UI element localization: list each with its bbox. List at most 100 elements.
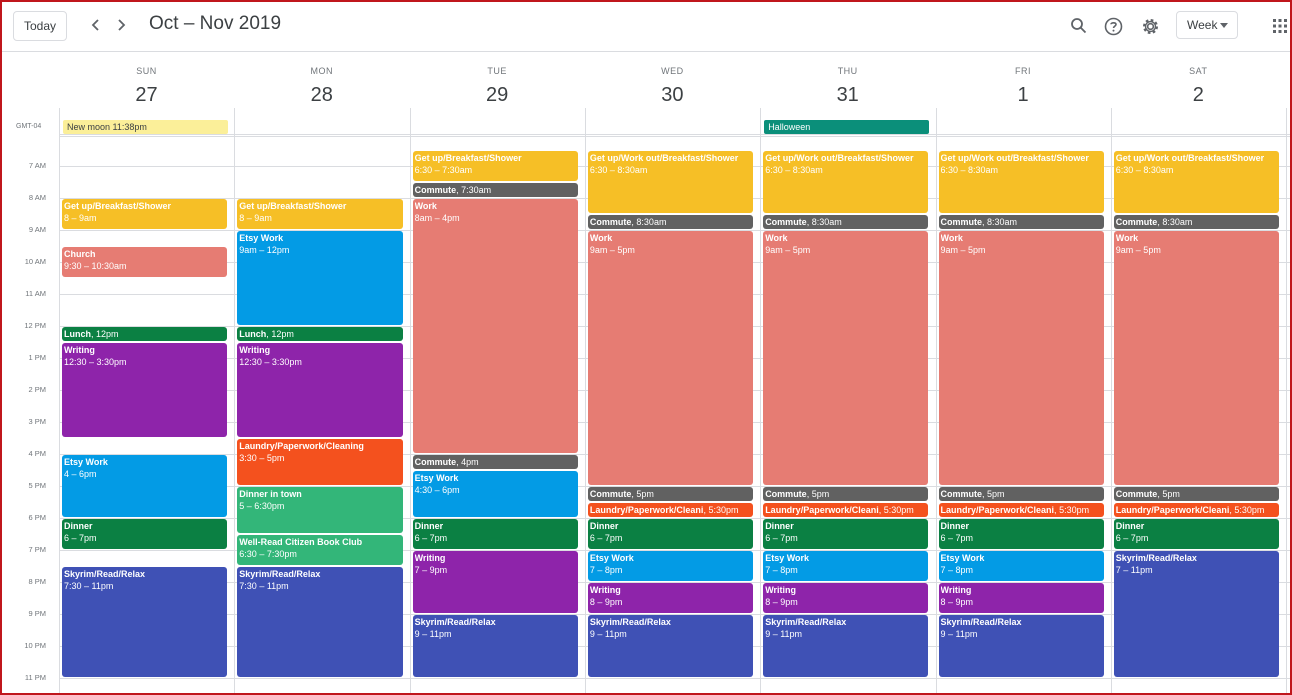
event-etsy-work[interactable]: Etsy Work 7 – 8pm xyxy=(763,551,929,581)
event-lunch[interactable]: Lunch, 12pm xyxy=(237,327,403,341)
event-skyrim-read-relax[interactable]: Skyrim/Read/Relax 7:30 – 11pm xyxy=(62,567,228,677)
event-laundry-paperwork-cleani[interactable]: Laundry/Paperwork/Cleani, 5:30pm xyxy=(1113,503,1280,517)
event-laundry-paperwork-cleaning[interactable]: Laundry/Paperwork/Cleaning 3:30 – 5pm xyxy=(237,439,403,485)
event-time: 4pm xyxy=(461,457,479,467)
day-number[interactable]: 2 xyxy=(1192,84,1204,106)
apps-grid-icon xyxy=(1273,19,1287,33)
event-skyrim-read-relax[interactable]: Skyrim/Read/Relax 9 – 11pm xyxy=(412,615,578,677)
day-header-fri[interactable]: FRI 1 xyxy=(936,52,1111,120)
event-get-up-breakfast-shower[interactable]: Get up/Breakfast/Shower 8 – 9am xyxy=(62,199,228,229)
event-dinner[interactable]: Dinner 6 – 7pm xyxy=(587,519,754,549)
event-skyrim-read-relax[interactable]: Skyrim/Read/Relax 7:30 – 11pm xyxy=(237,567,403,677)
event-get-up-breakfast-shower[interactable]: Get up/Breakfast/Shower 6:30 – 7:30am xyxy=(412,151,578,181)
event-title: Dinner xyxy=(1115,521,1145,531)
event-skyrim-read-relax[interactable]: Skyrim/Read/Relax 9 – 11pm xyxy=(763,615,929,677)
event-writing[interactable]: Writing 8 – 9pm xyxy=(763,583,929,613)
day-header-sat[interactable]: SAT 2 xyxy=(1111,52,1286,120)
event-time: 6:30 – 8:30am xyxy=(765,165,823,175)
event-church[interactable]: Church 9:30 – 10:30am xyxy=(62,247,228,277)
separator: , xyxy=(631,489,637,499)
event-time: 7 – 8pm xyxy=(940,565,974,575)
day-number[interactable]: 27 xyxy=(135,84,158,106)
day-header-sun[interactable]: SUN 27 xyxy=(59,52,234,120)
settings-button[interactable] xyxy=(1137,13,1163,39)
event-commute[interactable]: Commute, 5pm xyxy=(763,487,929,501)
event-etsy-work[interactable]: Etsy Work 4:30 – 6pm xyxy=(412,471,578,517)
timezone-label: GMT-04 xyxy=(16,123,42,130)
day-header-wed[interactable]: WED 30 xyxy=(585,52,760,120)
event-commute[interactable]: Commute, 5pm xyxy=(1113,487,1280,501)
event-time: 12:30 – 3:30pm xyxy=(64,357,127,367)
apps-button[interactable] xyxy=(1267,13,1290,39)
event-skyrim-read-relax[interactable]: Skyrim/Read/Relax 9 – 11pm xyxy=(938,615,1104,677)
event-work[interactable]: Work 9am – 5pm xyxy=(1113,231,1280,485)
event-etsy-work[interactable]: Etsy Work 9am – 12pm xyxy=(237,231,403,325)
next-week-button[interactable] xyxy=(110,14,132,36)
event-work[interactable]: Work 8am – 4pm xyxy=(412,199,578,453)
event-dinner[interactable]: Dinner 6 – 7pm xyxy=(763,519,929,549)
today-button[interactable]: Today xyxy=(13,11,67,41)
event-work[interactable]: Work 9am – 5pm xyxy=(938,231,1104,485)
day-number[interactable]: 1 xyxy=(1017,84,1029,106)
event-writing[interactable]: Writing 12:30 – 3:30pm xyxy=(237,343,403,437)
event-skyrim-read-relax[interactable]: Skyrim/Read/Relax 9 – 11pm xyxy=(587,615,754,677)
hour-gridline xyxy=(59,614,1290,615)
prev-week-button[interactable] xyxy=(85,14,107,36)
view-selector[interactable]: Week xyxy=(1176,11,1238,39)
hour-gridline xyxy=(59,678,1290,679)
search-button[interactable] xyxy=(1066,13,1092,39)
event-commute[interactable]: Commute, 8:30am xyxy=(1113,215,1280,229)
event-time: 6:30 – 8:30am xyxy=(589,165,648,175)
event-commute[interactable]: Commute, 8:30am xyxy=(938,215,1104,229)
event-time: 6 – 7pm xyxy=(589,533,623,543)
separator: , xyxy=(1054,505,1060,515)
event-etsy-work[interactable]: Etsy Work 4 – 6pm xyxy=(62,455,228,517)
event-writing[interactable]: Writing 7 – 9pm xyxy=(412,551,578,613)
event-commute[interactable]: Commute, 7:30am xyxy=(412,183,578,197)
all-day-event[interactable]: Halloween xyxy=(764,120,930,134)
event-dinner[interactable]: Dinner 6 – 7pm xyxy=(938,519,1104,549)
event-get-up-work-out-breakfast-shower[interactable]: Get up/Work out/Breakfast/Shower 6:30 – 8… xyxy=(587,151,754,213)
help-button[interactable] xyxy=(1100,13,1126,39)
event-etsy-work[interactable]: Etsy Work 7 – 8pm xyxy=(938,551,1104,581)
view-selector-label: Week xyxy=(1187,18,1218,32)
event-title: Lunch xyxy=(64,329,91,339)
day-number[interactable]: 31 xyxy=(836,84,859,106)
event-laundry-paperwork-cleani[interactable]: Laundry/Paperwork/Cleani, 5:30pm xyxy=(587,503,754,517)
event-lunch[interactable]: Lunch, 12pm xyxy=(62,327,228,341)
event-commute[interactable]: Commute, 8:30am xyxy=(587,215,754,229)
event-etsy-work[interactable]: Etsy Work 7 – 8pm xyxy=(587,551,754,581)
event-laundry-paperwork-cleani[interactable]: Laundry/Paperwork/Cleani, 5:30pm xyxy=(763,503,929,517)
event-writing[interactable]: Writing 8 – 9pm xyxy=(938,583,1104,613)
event-writing[interactable]: Writing 8 – 9pm xyxy=(587,583,754,613)
event-work[interactable]: Work 9am – 5pm xyxy=(763,231,929,485)
event-get-up-breakfast-shower[interactable]: Get up/Breakfast/Shower 8 – 9am xyxy=(237,199,403,229)
day-number[interactable]: 28 xyxy=(310,84,333,106)
event-writing[interactable]: Writing 12:30 – 3:30pm xyxy=(62,343,228,437)
event-get-up-work-out-breakfast-shower[interactable]: Get up/Work out/Breakfast/Shower 6:30 – 8… xyxy=(938,151,1104,213)
day-number[interactable]: 30 xyxy=(661,84,684,106)
event-get-up-work-out-breakfast-shower[interactable]: Get up/Work out/Breakfast/Shower 6:30 – 8… xyxy=(763,151,929,213)
day-header-tue[interactable]: TUE 29 xyxy=(410,52,585,120)
event-commute[interactable]: Commute, 5pm xyxy=(938,487,1104,501)
event-dinner[interactable]: Dinner 6 – 7pm xyxy=(62,519,228,549)
day-header-mon[interactable]: MON 28 xyxy=(234,52,409,120)
event-skyrim-read-relax[interactable]: Skyrim/Read/Relax 7 – 11pm xyxy=(1113,551,1280,677)
event-time: 6:30 – 7:30am xyxy=(414,165,473,175)
event-work[interactable]: Work 9am – 5pm xyxy=(587,231,754,485)
day-of-week: SAT xyxy=(1189,66,1208,76)
all-day-event[interactable]: New moon 11:38pm xyxy=(63,120,229,134)
event-commute[interactable]: Commute, 5pm xyxy=(587,487,754,501)
event-laundry-paperwork-cleani[interactable]: Laundry/Paperwork/Cleani, 5:30pm xyxy=(938,503,1104,517)
event-well-read-citizen-book-club[interactable]: Well-Read Citizen Book Club 6:30 – 7:30pm xyxy=(237,535,403,565)
event-dinner[interactable]: Dinner 6 – 7pm xyxy=(1113,519,1280,549)
event-commute[interactable]: Commute, 8:30am xyxy=(763,215,929,229)
event-commute[interactable]: Commute, 4pm xyxy=(412,455,578,469)
event-title: Get up/Work out/Breakfast/Shower xyxy=(940,153,1089,163)
event-dinner-in-town[interactable]: Dinner in town 5 – 6:30pm xyxy=(237,487,403,533)
event-time: 4 – 6pm xyxy=(64,469,97,479)
event-get-up-work-out-breakfast-shower[interactable]: Get up/Work out/Breakfast/Shower 6:30 – 8… xyxy=(1113,151,1280,213)
day-header-thu[interactable]: THU 31 xyxy=(760,52,935,120)
day-number[interactable]: 29 xyxy=(485,84,509,106)
event-dinner[interactable]: Dinner 6 – 7pm xyxy=(412,519,578,549)
